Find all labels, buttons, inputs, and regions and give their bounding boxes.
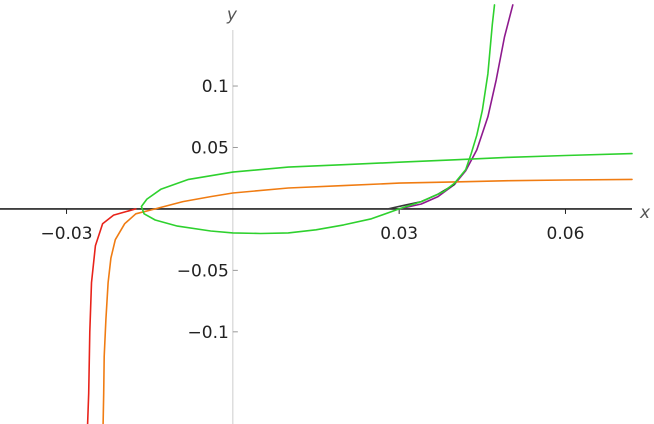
x-axis-title: x [639,203,651,223]
y-axis-title: y [226,5,238,25]
x-tick-label: −0.03 [40,224,92,244]
y-tick-label: −0.1 [188,323,229,343]
series-line-3 [102,178,633,424]
y-tick-label: 0.05 [191,138,229,158]
curves [86,4,633,424]
y-tick-label: −0.05 [177,261,229,281]
y-tick-label: 0.1 [202,77,229,97]
x-tick-labels: −0.03 0.03 0.06 [40,208,585,244]
series-line-4 [140,4,633,235]
series-line-2 [86,208,137,424]
x-tick-label: 0.03 [380,224,418,244]
series-line-0 [398,4,514,210]
x-tick-label: 0.06 [547,224,585,244]
series-line-1 [387,183,456,210]
y-tick-labels: 0.1 0.05 −0.05 −0.1 [177,77,238,343]
